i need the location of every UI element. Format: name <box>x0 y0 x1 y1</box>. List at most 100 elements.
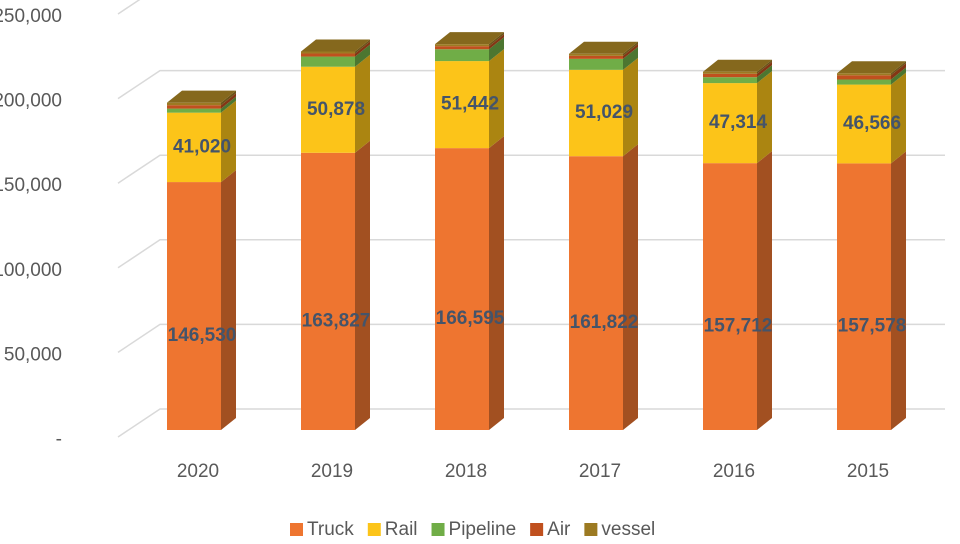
y-tick-label: 150,000 <box>0 175 62 196</box>
bar-side <box>355 54 370 153</box>
bar-side <box>221 90 236 106</box>
bar-side <box>623 43 638 59</box>
bar-side <box>623 41 638 56</box>
bar-top <box>569 41 638 54</box>
bar-side <box>757 59 772 74</box>
bar-segment <box>569 53 623 56</box>
legend-swatch <box>290 523 303 536</box>
x-tick-label: 2019 <box>311 461 353 482</box>
bar-top <box>435 32 504 45</box>
bar-segment <box>837 163 891 430</box>
bar-segment <box>435 61 489 149</box>
bar-side <box>891 151 906 430</box>
value-label: 51,029 <box>575 102 633 123</box>
bar-segment <box>569 55 623 59</box>
bar-segment <box>435 46 489 50</box>
bar-segment <box>301 152 355 430</box>
value-label: 163,827 <box>302 310 371 331</box>
bar-segment <box>569 58 623 70</box>
bar-side <box>355 39 370 54</box>
x-tick-label: 2017 <box>579 461 621 482</box>
bar-segment <box>837 75 891 80</box>
bar-segment <box>435 148 489 430</box>
value-label: 50,878 <box>307 99 365 120</box>
y-tick-label: 200,000 <box>0 91 62 112</box>
legend-swatch <box>584 523 598 536</box>
bar-top <box>703 59 772 72</box>
bar-side <box>489 37 504 62</box>
bar-segment <box>301 66 355 153</box>
bar-side <box>623 144 638 430</box>
bar-side <box>623 46 638 70</box>
legend-swatch <box>431 523 445 536</box>
bar-segment <box>703 71 757 74</box>
bar-segment <box>703 73 757 78</box>
bar-segment <box>569 69 623 157</box>
bar-side <box>891 61 906 76</box>
bar-side <box>489 34 504 50</box>
grid-line <box>117 69 945 100</box>
bar-side <box>489 32 504 47</box>
grid-line <box>117 408 945 438</box>
bar-segment <box>301 56 355 67</box>
bar-segment <box>435 49 489 62</box>
legend-swatch <box>367 523 381 536</box>
bar-segment <box>837 84 891 164</box>
bar-side <box>757 71 772 164</box>
bar-segment <box>167 108 221 113</box>
bar-segment <box>167 102 221 106</box>
value-label: 161,822 <box>570 312 639 333</box>
bar-side <box>757 65 772 84</box>
bar-side <box>489 136 504 430</box>
bar-side <box>891 67 906 85</box>
bar-segment <box>167 112 221 183</box>
bar-side <box>623 57 638 157</box>
bar-segment <box>703 77 757 84</box>
x-tick-label: 2015 <box>847 461 889 482</box>
value-label: 166,595 <box>436 308 505 329</box>
bar-side <box>221 96 236 113</box>
legend-label: Pipeline <box>449 519 517 540</box>
bar-segment <box>837 73 891 76</box>
bar-top <box>837 61 906 74</box>
bar-side <box>221 170 236 431</box>
y-tick-label: 50,000 <box>4 344 62 365</box>
bar-top <box>167 90 236 103</box>
bar-segment <box>167 182 221 430</box>
value-label: 41,020 <box>173 136 231 157</box>
value-label: 157,712 <box>704 316 773 337</box>
bar-side <box>355 140 370 430</box>
grid-line <box>117 239 945 269</box>
x-tick-label: 2016 <box>713 461 755 482</box>
bar-segment <box>703 163 757 430</box>
value-label: 51,442 <box>441 94 499 115</box>
bar-segment <box>167 105 221 109</box>
legend-label: Air <box>547 519 571 540</box>
legend-label: Truck <box>307 519 354 540</box>
bar-segment <box>301 53 355 57</box>
y-tick-label: - <box>56 429 62 450</box>
bar-segment <box>569 156 623 430</box>
value-label: 47,314 <box>709 112 768 133</box>
grid-line <box>117 0 141 15</box>
bar-side <box>221 100 236 183</box>
value-label: 157,578 <box>838 316 907 337</box>
bar-top <box>301 39 370 52</box>
legend-swatch <box>530 523 544 536</box>
bar-segment <box>435 44 489 47</box>
bar-side <box>355 44 370 67</box>
y-tick-label: 100,000 <box>0 260 62 281</box>
bar-segment <box>703 83 757 164</box>
bar-segment <box>301 51 355 54</box>
value-label: 46,566 <box>843 113 901 134</box>
legend-label: Rail <box>385 519 418 540</box>
bar-side <box>891 63 906 80</box>
grid-line <box>117 154 945 184</box>
bar-side <box>355 41 370 57</box>
bar-side <box>757 151 772 430</box>
bar-side <box>891 72 906 164</box>
grid-line <box>117 323 945 354</box>
y-tick-label: 250,000 <box>0 6 62 27</box>
bar-side <box>221 93 236 109</box>
